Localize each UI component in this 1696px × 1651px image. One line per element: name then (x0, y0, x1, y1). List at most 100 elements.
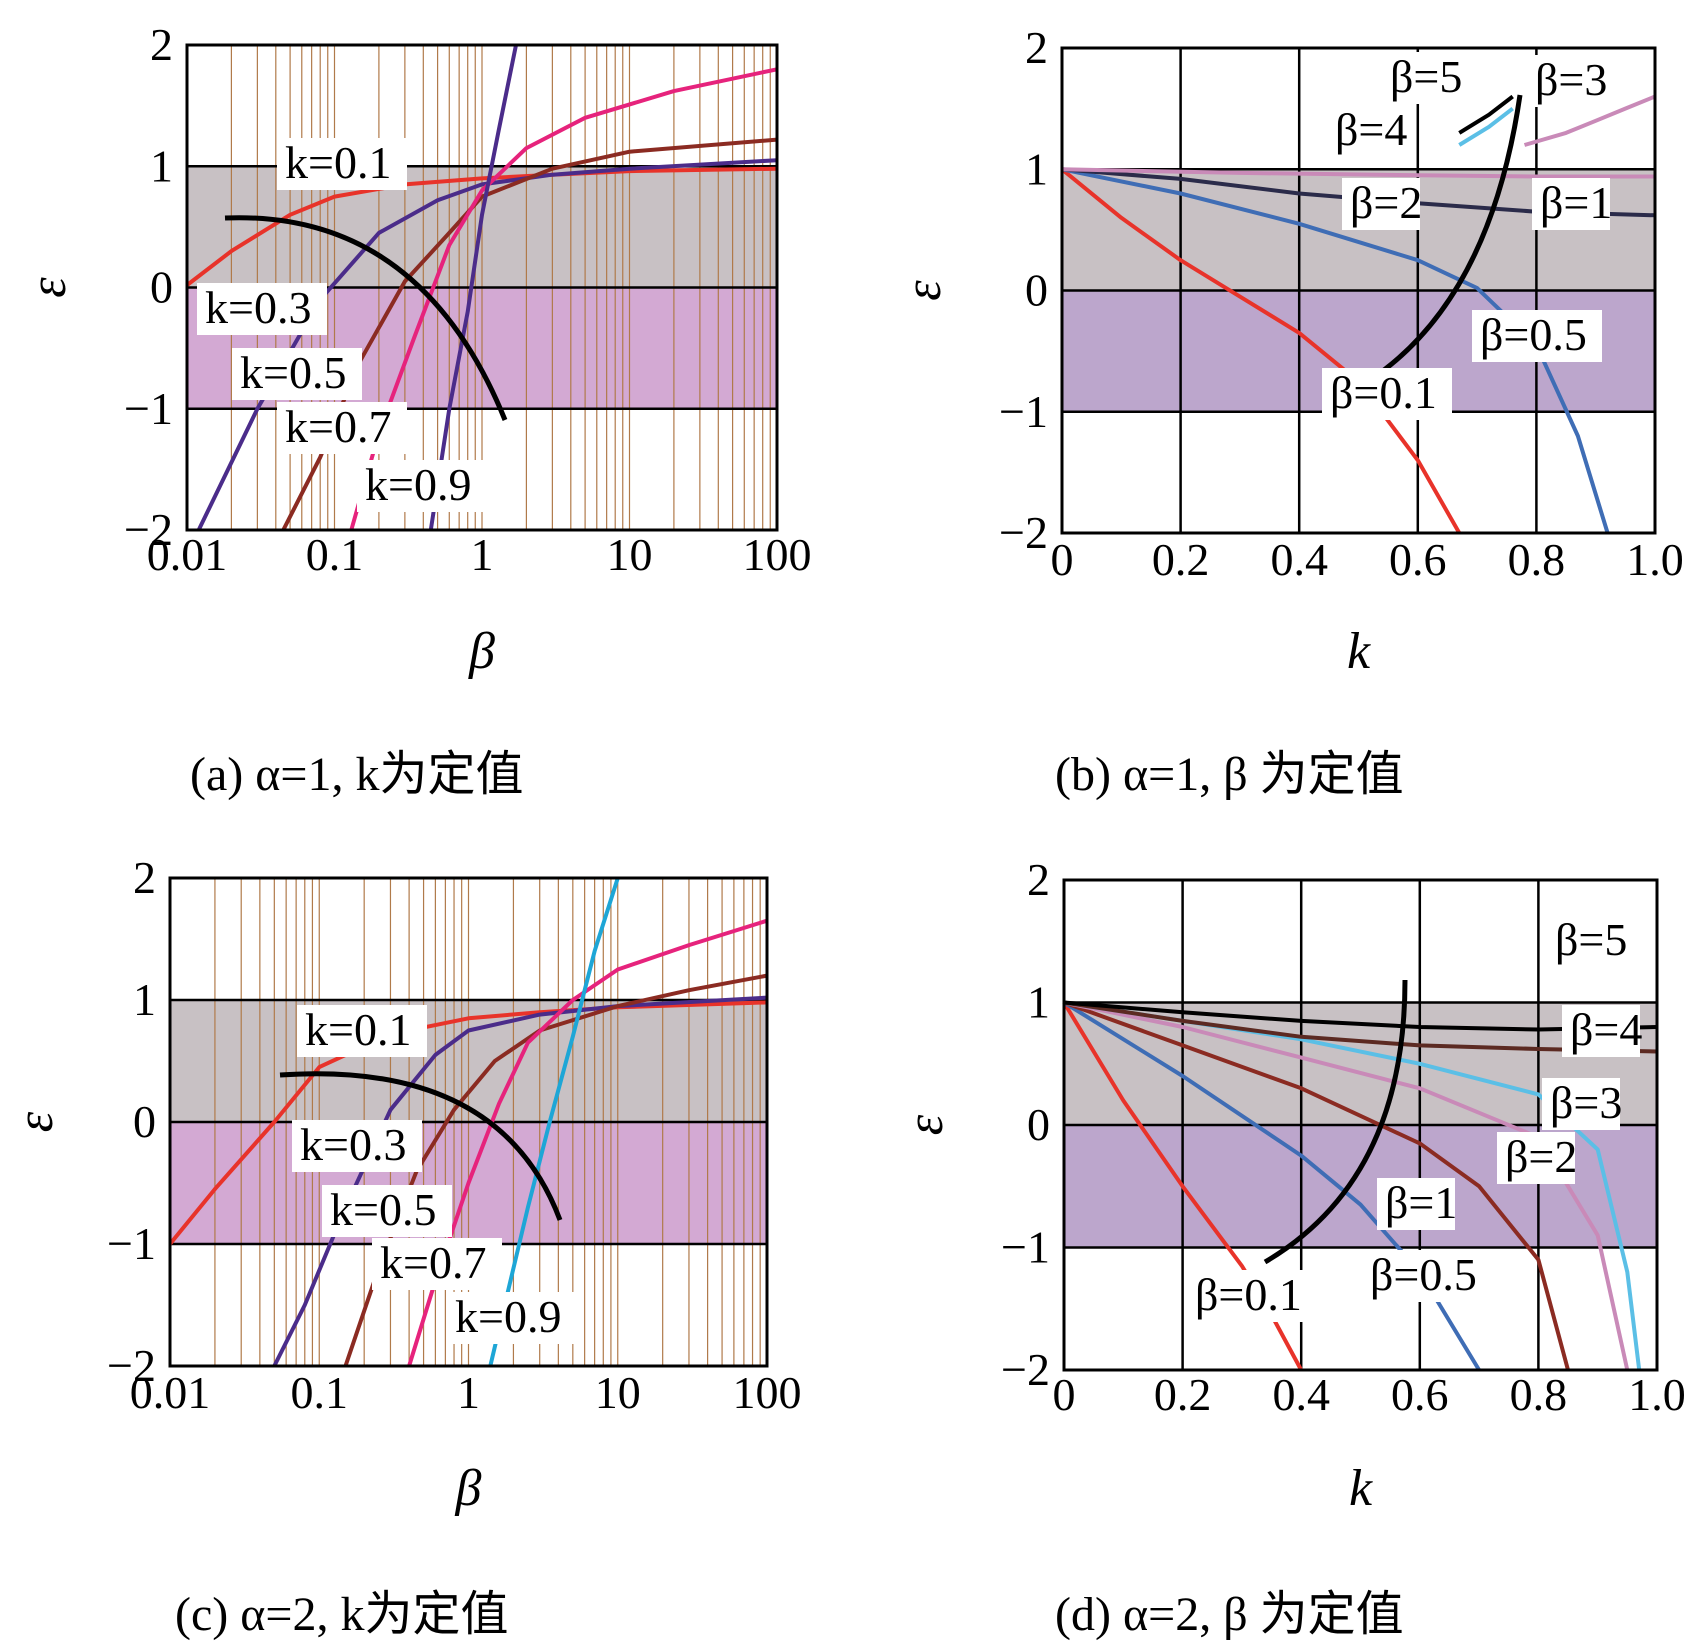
y-axis-label: ε (7, 1111, 64, 1132)
series-line (1063, 1000, 1570, 1371)
y-tick-label: 0 (1025, 265, 1048, 316)
curve-label-bg (1562, 1005, 1640, 1057)
curve-label: β=4 (1335, 104, 1407, 155)
y-tick-label: −1 (1001, 1222, 1050, 1273)
x-tick-label: 10 (607, 529, 653, 580)
x-tick-label: 0.8 (1510, 1369, 1568, 1420)
curve-label-bg (1327, 105, 1405, 157)
series-line (272, 995, 768, 1367)
series-line (428, 44, 518, 531)
x-tick-label: 100 (733, 1367, 802, 1418)
series-line (1061, 167, 1655, 179)
y-tick-label: 1 (1025, 143, 1048, 194)
curve-label-bg (1547, 915, 1625, 967)
curve-label: β=3 (1535, 54, 1607, 105)
y-tick-label: −1 (107, 1218, 156, 1269)
plot-frame (185, 43, 779, 532)
curve-label-bg (232, 348, 362, 400)
curve-label: k=0.3 (300, 1119, 406, 1170)
curve-label: k=0.7 (380, 1237, 486, 1288)
curve-label-bg (1527, 55, 1605, 107)
curve-label-bg (1382, 52, 1460, 104)
y-tick-label: 0 (1027, 1099, 1050, 1150)
series-line (1458, 94, 1514, 135)
y-axis-label: ε (895, 280, 952, 301)
curve-label-bg (322, 1185, 452, 1237)
curve-label-bg (1472, 310, 1602, 362)
curve-label: k=0.3 (205, 282, 311, 333)
curve-label-bg (1542, 1078, 1620, 1130)
curve-label-bg (292, 1120, 422, 1172)
panel-caption: (a) α=1, k为定值 (190, 748, 524, 801)
series-line (1061, 167, 1610, 534)
y-tick-label: −2 (124, 504, 173, 555)
x-tick-label: 0.6 (1389, 534, 1447, 585)
x-tick-label: 100 (743, 529, 812, 580)
curve-label-bg (197, 283, 327, 335)
curve-label: β=0.5 (1370, 1249, 1477, 1300)
curve-label: k=0.7 (285, 401, 391, 452)
curve-label-bg (277, 402, 407, 454)
curve-label-bg (1342, 178, 1420, 230)
y-tick-label: −1 (124, 383, 173, 434)
x-tick-label: 0.01 (147, 529, 228, 580)
x-tick-label: 0.1 (306, 529, 364, 580)
y-tick-label: 2 (150, 19, 173, 70)
y-tick-label: −2 (999, 507, 1048, 558)
series-line (1062, 1001, 1303, 1371)
curve-label: β=2 (1350, 177, 1422, 228)
x-tick-label: 0.6 (1391, 1369, 1449, 1420)
x-tick-label: 0.4 (1272, 1369, 1330, 1420)
curve-label: k=0.5 (330, 1184, 436, 1235)
series-line (1063, 1000, 1630, 1371)
y-tick-label: 1 (150, 140, 173, 191)
curve-label-bg (447, 1292, 577, 1344)
curve-label-bg (1532, 178, 1610, 230)
plot-frame (1060, 46, 1657, 535)
curve-label-bg (1377, 1178, 1455, 1230)
curve-label: k=0.5 (240, 347, 346, 398)
curve-label: β=5 (1555, 914, 1627, 965)
x-tick-label: 1.0 (1626, 534, 1684, 585)
y-tick-label: 2 (133, 852, 156, 903)
curve-label: β=4 (1570, 1004, 1642, 1055)
panel-caption: (c) α=2, k为定值 (175, 1588, 509, 1641)
curve-label: β=2 (1505, 1131, 1577, 1182)
curve-label-bg (1187, 1270, 1317, 1322)
panel-caption: (d) α=2, β 为定值 (1055, 1588, 1404, 1641)
curve-label-bg (297, 1005, 427, 1057)
series-line (349, 67, 778, 531)
x-tick-label: 0.01 (130, 1367, 211, 1418)
trend-arrow (279, 1071, 563, 1221)
plot-frame (1062, 878, 1659, 1372)
curve-label: β=0.1 (1330, 367, 1437, 418)
series-line (1063, 1000, 1658, 1032)
y-tick-label: 1 (1027, 977, 1050, 1028)
curve-label: k=0.1 (305, 1004, 411, 1055)
x-tick-label: 0.8 (1508, 534, 1566, 585)
y-axis-label: ε (20, 277, 77, 298)
series-line (1523, 94, 1656, 147)
x-tick-label: 0.2 (1152, 534, 1210, 585)
series-line (1063, 1000, 1658, 1054)
y-tick-label: 2 (1025, 22, 1048, 73)
plot-frame (168, 876, 769, 1368)
series-line (1458, 107, 1514, 147)
curve-label: β=0.1 (1195, 1269, 1302, 1320)
curve-label: k=0.9 (455, 1291, 561, 1342)
curve-label-bg (372, 1238, 502, 1290)
x-tick-label: 0 (1051, 534, 1074, 585)
curve-label: k=0.9 (365, 459, 471, 510)
panel-caption: (b) α=1, β 为定值 (1055, 748, 1404, 801)
trend-arrow (224, 215, 508, 421)
curve-label: β=1 (1540, 177, 1612, 228)
y-tick-label: −1 (999, 386, 1048, 437)
curve-label-bg (1322, 368, 1452, 420)
x-tick-label: 1 (457, 1367, 480, 1418)
series-line (1060, 167, 1462, 534)
